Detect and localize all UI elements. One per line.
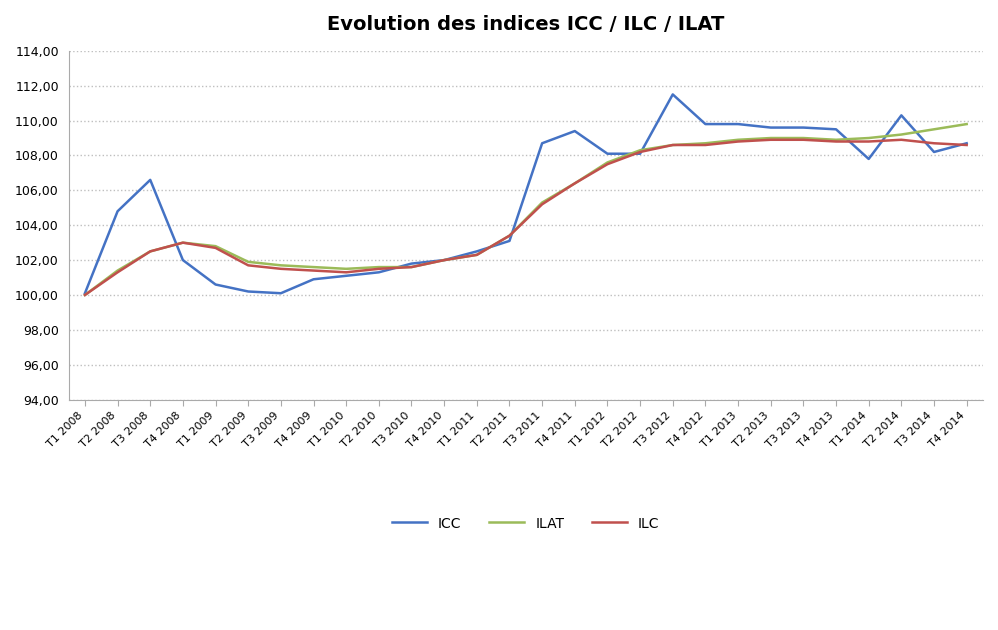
ILAT bbox=[503, 232, 515, 239]
ILC bbox=[438, 256, 450, 264]
ILC bbox=[471, 251, 483, 259]
ICC bbox=[438, 256, 450, 264]
Legend: ICC, ILAT, ILC: ICC, ILAT, ILC bbox=[386, 511, 665, 536]
ICC bbox=[602, 150, 614, 158]
ICC bbox=[667, 91, 679, 98]
ILC bbox=[700, 141, 712, 149]
ILC bbox=[634, 148, 646, 156]
ILC bbox=[373, 265, 385, 273]
ICC bbox=[145, 176, 157, 184]
ICC bbox=[862, 155, 874, 163]
ILAT bbox=[438, 256, 450, 264]
ILAT bbox=[210, 243, 222, 250]
ILC bbox=[210, 244, 222, 251]
ICC bbox=[112, 207, 124, 215]
ILC bbox=[764, 136, 776, 144]
ILAT bbox=[145, 248, 157, 255]
ICC bbox=[634, 150, 646, 158]
ICC bbox=[733, 120, 745, 128]
Line: ICC: ICC bbox=[85, 94, 967, 293]
ILAT bbox=[569, 180, 581, 187]
ILAT bbox=[536, 199, 548, 207]
ILC bbox=[733, 138, 745, 146]
ICC bbox=[307, 275, 319, 283]
ILAT bbox=[961, 120, 973, 128]
ILAT bbox=[700, 139, 712, 147]
ICC bbox=[340, 272, 352, 280]
ICC bbox=[503, 237, 515, 244]
ILC bbox=[961, 141, 973, 149]
ICC bbox=[79, 289, 91, 297]
ILC bbox=[79, 291, 91, 299]
ILC bbox=[243, 261, 254, 269]
ILAT bbox=[243, 258, 254, 266]
ILAT bbox=[634, 146, 646, 154]
ICC bbox=[405, 260, 417, 267]
ICC bbox=[471, 248, 483, 255]
ILAT bbox=[405, 263, 417, 271]
ILAT bbox=[862, 134, 874, 142]
ICC bbox=[830, 125, 842, 133]
ICC bbox=[536, 139, 548, 147]
Title: Evolution des indices ICC / ILC / ILAT: Evolution des indices ICC / ILC / ILAT bbox=[327, 15, 725, 34]
ICC bbox=[961, 139, 973, 147]
ILC bbox=[177, 239, 189, 246]
ILAT bbox=[764, 134, 776, 142]
ILAT bbox=[797, 134, 809, 142]
ICC bbox=[569, 127, 581, 135]
ILAT bbox=[830, 136, 842, 144]
ILAT bbox=[733, 136, 745, 144]
ILC bbox=[569, 180, 581, 187]
ICC bbox=[177, 256, 189, 264]
ILAT bbox=[928, 125, 940, 133]
ILC bbox=[405, 263, 417, 271]
ICC bbox=[210, 281, 222, 289]
ILC bbox=[145, 248, 157, 255]
ILC bbox=[307, 266, 319, 274]
ILC bbox=[928, 139, 940, 147]
Line: ILC: ILC bbox=[85, 140, 967, 295]
Line: ILAT: ILAT bbox=[85, 124, 967, 295]
ILC bbox=[830, 138, 842, 146]
ICC bbox=[243, 288, 254, 295]
ICC bbox=[700, 120, 712, 128]
ILAT bbox=[895, 131, 907, 139]
ILAT bbox=[307, 263, 319, 271]
ICC bbox=[373, 268, 385, 276]
ILC bbox=[536, 200, 548, 208]
ILC bbox=[667, 141, 679, 149]
ILAT bbox=[602, 159, 614, 166]
ICC bbox=[895, 112, 907, 119]
ILC bbox=[602, 161, 614, 168]
ICC bbox=[274, 289, 286, 297]
ILAT bbox=[79, 291, 91, 299]
ILC bbox=[274, 265, 286, 273]
ILAT bbox=[373, 263, 385, 271]
ILAT bbox=[177, 239, 189, 246]
ILAT bbox=[471, 251, 483, 259]
ILC bbox=[862, 138, 874, 146]
ILAT bbox=[274, 261, 286, 269]
ICC bbox=[797, 123, 809, 131]
ILAT bbox=[340, 265, 352, 273]
ILC bbox=[340, 268, 352, 276]
ICC bbox=[928, 148, 940, 156]
ILAT bbox=[112, 266, 124, 274]
ICC bbox=[764, 123, 776, 131]
ILAT bbox=[667, 141, 679, 149]
ILC bbox=[112, 268, 124, 276]
ILC bbox=[503, 232, 515, 239]
ILC bbox=[895, 136, 907, 144]
ILC bbox=[797, 136, 809, 144]
